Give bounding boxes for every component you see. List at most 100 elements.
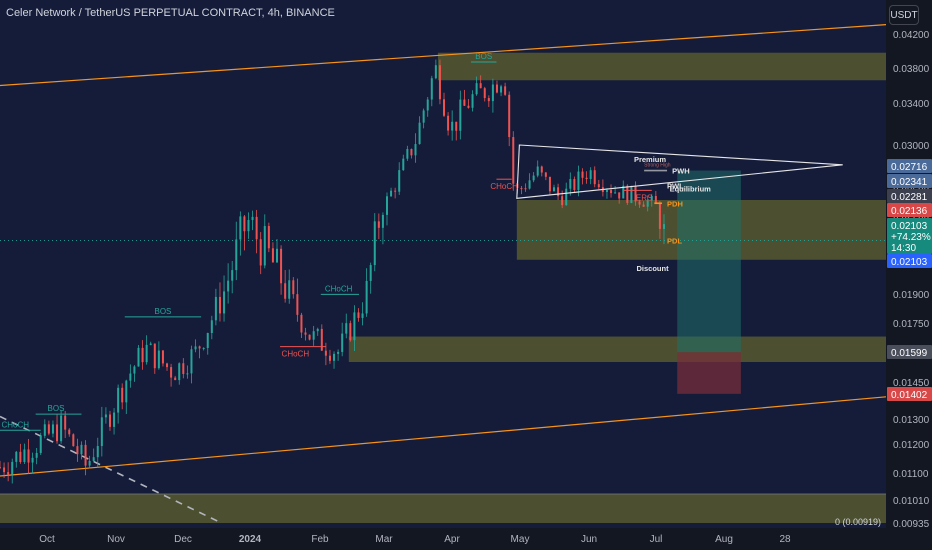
x-tick-label: Dec [174,534,192,545]
price-tag [887,229,932,243]
candle-body [51,424,54,434]
candle-body [76,446,79,455]
candle-body [491,84,494,102]
x-tick-label: 28 [779,534,791,545]
candle-body [64,415,67,430]
candle-body [174,377,177,381]
candle-body [170,367,173,378]
chart-title: Celer Network / TetherUS PERPETUAL CONTR… [6,7,335,19]
candle-body [381,214,384,228]
price-tag-label: 0.02103 [891,221,928,232]
candle-body [626,185,629,203]
structure-label: CHoCH [325,284,353,293]
price-tag-label: 0.02281 [891,192,928,203]
candle-body [23,449,26,463]
x-tick-label: Oct [39,534,55,545]
candle-body [235,239,238,271]
candle-body [605,190,608,192]
candle-body [622,185,625,199]
candle-body [296,294,299,315]
candle-body [129,373,132,381]
structure-label: CHoCH [282,350,310,359]
candle-body [422,110,425,123]
candle-body [430,78,433,100]
candle-body [614,192,617,194]
candle-body [153,343,156,369]
y-tick-label: 0.01010 [893,496,930,507]
candle-body [471,94,474,108]
price-tag-label: 0.02103 [891,257,928,268]
candle-body [149,343,152,345]
candle-body [141,347,144,363]
candle-body [324,350,327,356]
candle-body [434,65,437,79]
candle-body [31,457,34,463]
candle-body [418,122,421,145]
candle-body [88,460,91,466]
candle-body [56,424,59,442]
price-tag [887,159,932,173]
candle-body [35,452,38,458]
structure-label: BOS [154,307,171,316]
candle-body [72,434,75,447]
candle-body [125,380,128,403]
candle-body [247,219,250,232]
price-tag-label: 0.01402 [891,390,928,401]
x-tick-label: May [511,534,530,545]
price-tag [887,174,932,188]
x-tick-label: Jun [581,534,597,545]
x-tick-label: 2024 [239,534,262,545]
price-tag [887,218,932,232]
x-tick-label: Mar [375,534,393,545]
price-tag-label: +74.23% [891,232,931,243]
candle-body [447,115,450,131]
candle-body [113,412,116,427]
price-tag [887,189,932,203]
candle-body [223,291,226,314]
candle-body [276,248,279,263]
candle-body [43,424,46,436]
candle-body [610,190,613,194]
candle-body [646,200,649,207]
candle-body [585,177,588,179]
candle-body [426,99,429,111]
candle-body [121,387,124,403]
candle-body [654,196,657,204]
triangle-pattern [516,144,843,199]
candle-body [186,373,189,375]
price-tag-label: 0.02341 [891,177,928,188]
candle-body [259,239,262,266]
channel-line [0,396,887,477]
candle-body [60,415,63,442]
candle-body [271,248,274,263]
candle-body [190,349,193,374]
currency-selector[interactable]: USDT [889,5,919,25]
price-tag [887,203,932,217]
candle-body [544,172,547,177]
candle-body [19,451,22,463]
corner-annotation: 0 (0.00919) [835,517,881,527]
candle-body [182,363,185,374]
candle-body [638,201,641,205]
candle-body [133,366,136,374]
candle-body [508,94,511,138]
level-label: PDL [667,237,682,246]
price-tag [887,240,932,254]
candle-body [145,344,148,363]
candle-body [353,312,356,341]
candle-body [581,171,584,178]
candles [0,59,665,484]
candle-body [300,314,303,333]
candle-body [288,280,291,299]
candle-body [263,226,266,266]
candle-body [218,296,221,314]
candle-body [84,444,87,466]
candle-body [536,166,539,176]
structure-label: CHoCH [490,182,518,191]
y-tick-label: 0.00935 [893,519,930,530]
candle-body [345,323,348,334]
candle-body [308,334,311,340]
candle-body [377,221,380,228]
y-tick-label: 0.03400 [893,99,930,110]
